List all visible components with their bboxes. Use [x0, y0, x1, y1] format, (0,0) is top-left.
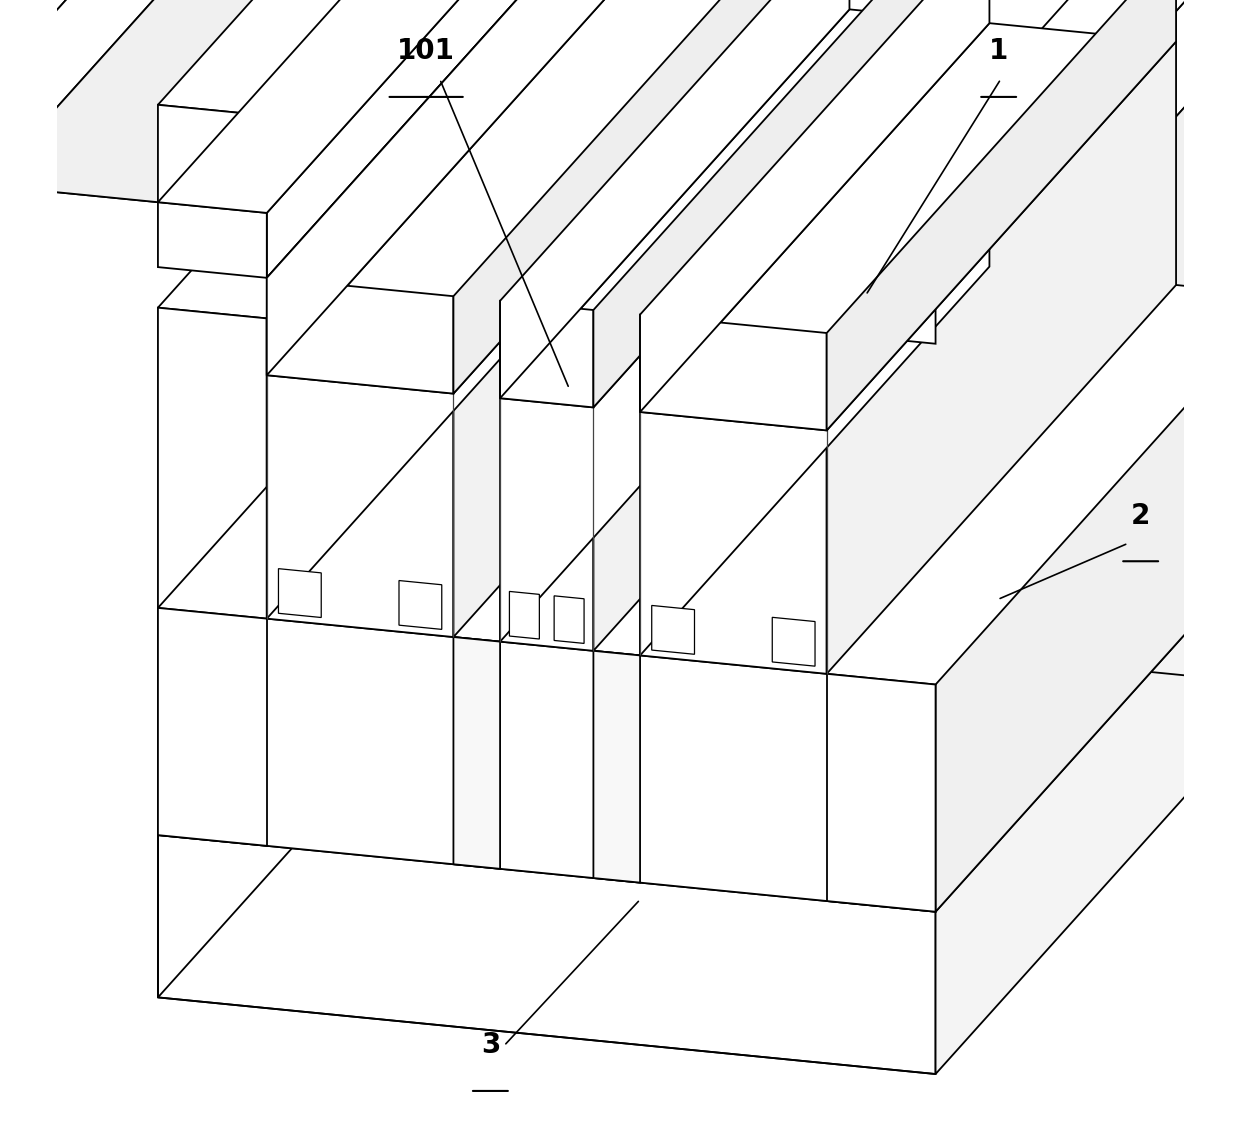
Polygon shape [935, 523, 1240, 1074]
Text: 3: 3 [481, 1031, 500, 1059]
Polygon shape [267, 0, 802, 337]
Polygon shape [279, 569, 321, 618]
Polygon shape [773, 618, 815, 666]
Polygon shape [267, 0, 616, 278]
Polygon shape [594, 0, 942, 407]
Polygon shape [827, 0, 1176, 332]
Polygon shape [594, 0, 942, 650]
Polygon shape [267, 278, 454, 393]
Polygon shape [827, 373, 935, 912]
Polygon shape [827, 0, 1176, 431]
Polygon shape [157, 105, 935, 278]
Polygon shape [267, 0, 616, 619]
Polygon shape [454, 0, 802, 637]
Text: 1: 1 [990, 37, 1008, 65]
Polygon shape [267, 0, 616, 375]
Polygon shape [267, 0, 1176, 268]
Text: 2: 2 [1131, 502, 1151, 530]
Polygon shape [267, 319, 454, 637]
Polygon shape [267, 213, 827, 332]
Polygon shape [157, 219, 1240, 684]
Polygon shape [500, 0, 942, 350]
Polygon shape [0, 0, 507, 202]
Polygon shape [500, 0, 849, 641]
Polygon shape [640, 0, 990, 656]
Text: 101: 101 [397, 37, 455, 65]
Polygon shape [0, 0, 336, 185]
Polygon shape [640, 355, 827, 674]
Polygon shape [827, 0, 1176, 674]
Polygon shape [500, 0, 849, 398]
Polygon shape [157, 308, 267, 846]
Polygon shape [454, 0, 802, 393]
Polygon shape [827, 268, 935, 344]
Polygon shape [640, 0, 1176, 373]
Polygon shape [267, 0, 802, 393]
Polygon shape [935, 0, 1240, 278]
Polygon shape [640, 314, 827, 431]
Polygon shape [640, 24, 1176, 431]
Polygon shape [500, 301, 594, 407]
Polygon shape [507, 0, 1240, 523]
Polygon shape [267, 0, 1176, 332]
Polygon shape [399, 580, 441, 629]
Polygon shape [594, 650, 640, 882]
Polygon shape [554, 596, 584, 644]
Polygon shape [500, 341, 594, 650]
Polygon shape [454, 637, 500, 869]
Polygon shape [827, 0, 1240, 384]
Polygon shape [157, 446, 1240, 912]
Polygon shape [500, 9, 942, 407]
Polygon shape [827, 0, 1240, 278]
Polygon shape [0, 88, 157, 202]
Polygon shape [157, 835, 935, 1074]
Polygon shape [0, 0, 507, 105]
Polygon shape [157, 0, 616, 213]
Polygon shape [935, 0, 1240, 912]
Polygon shape [157, 607, 935, 912]
Polygon shape [640, 0, 990, 412]
Polygon shape [510, 592, 539, 639]
Polygon shape [157, 0, 1240, 181]
Polygon shape [157, 202, 267, 278]
Polygon shape [157, 0, 616, 319]
Polygon shape [652, 605, 694, 655]
